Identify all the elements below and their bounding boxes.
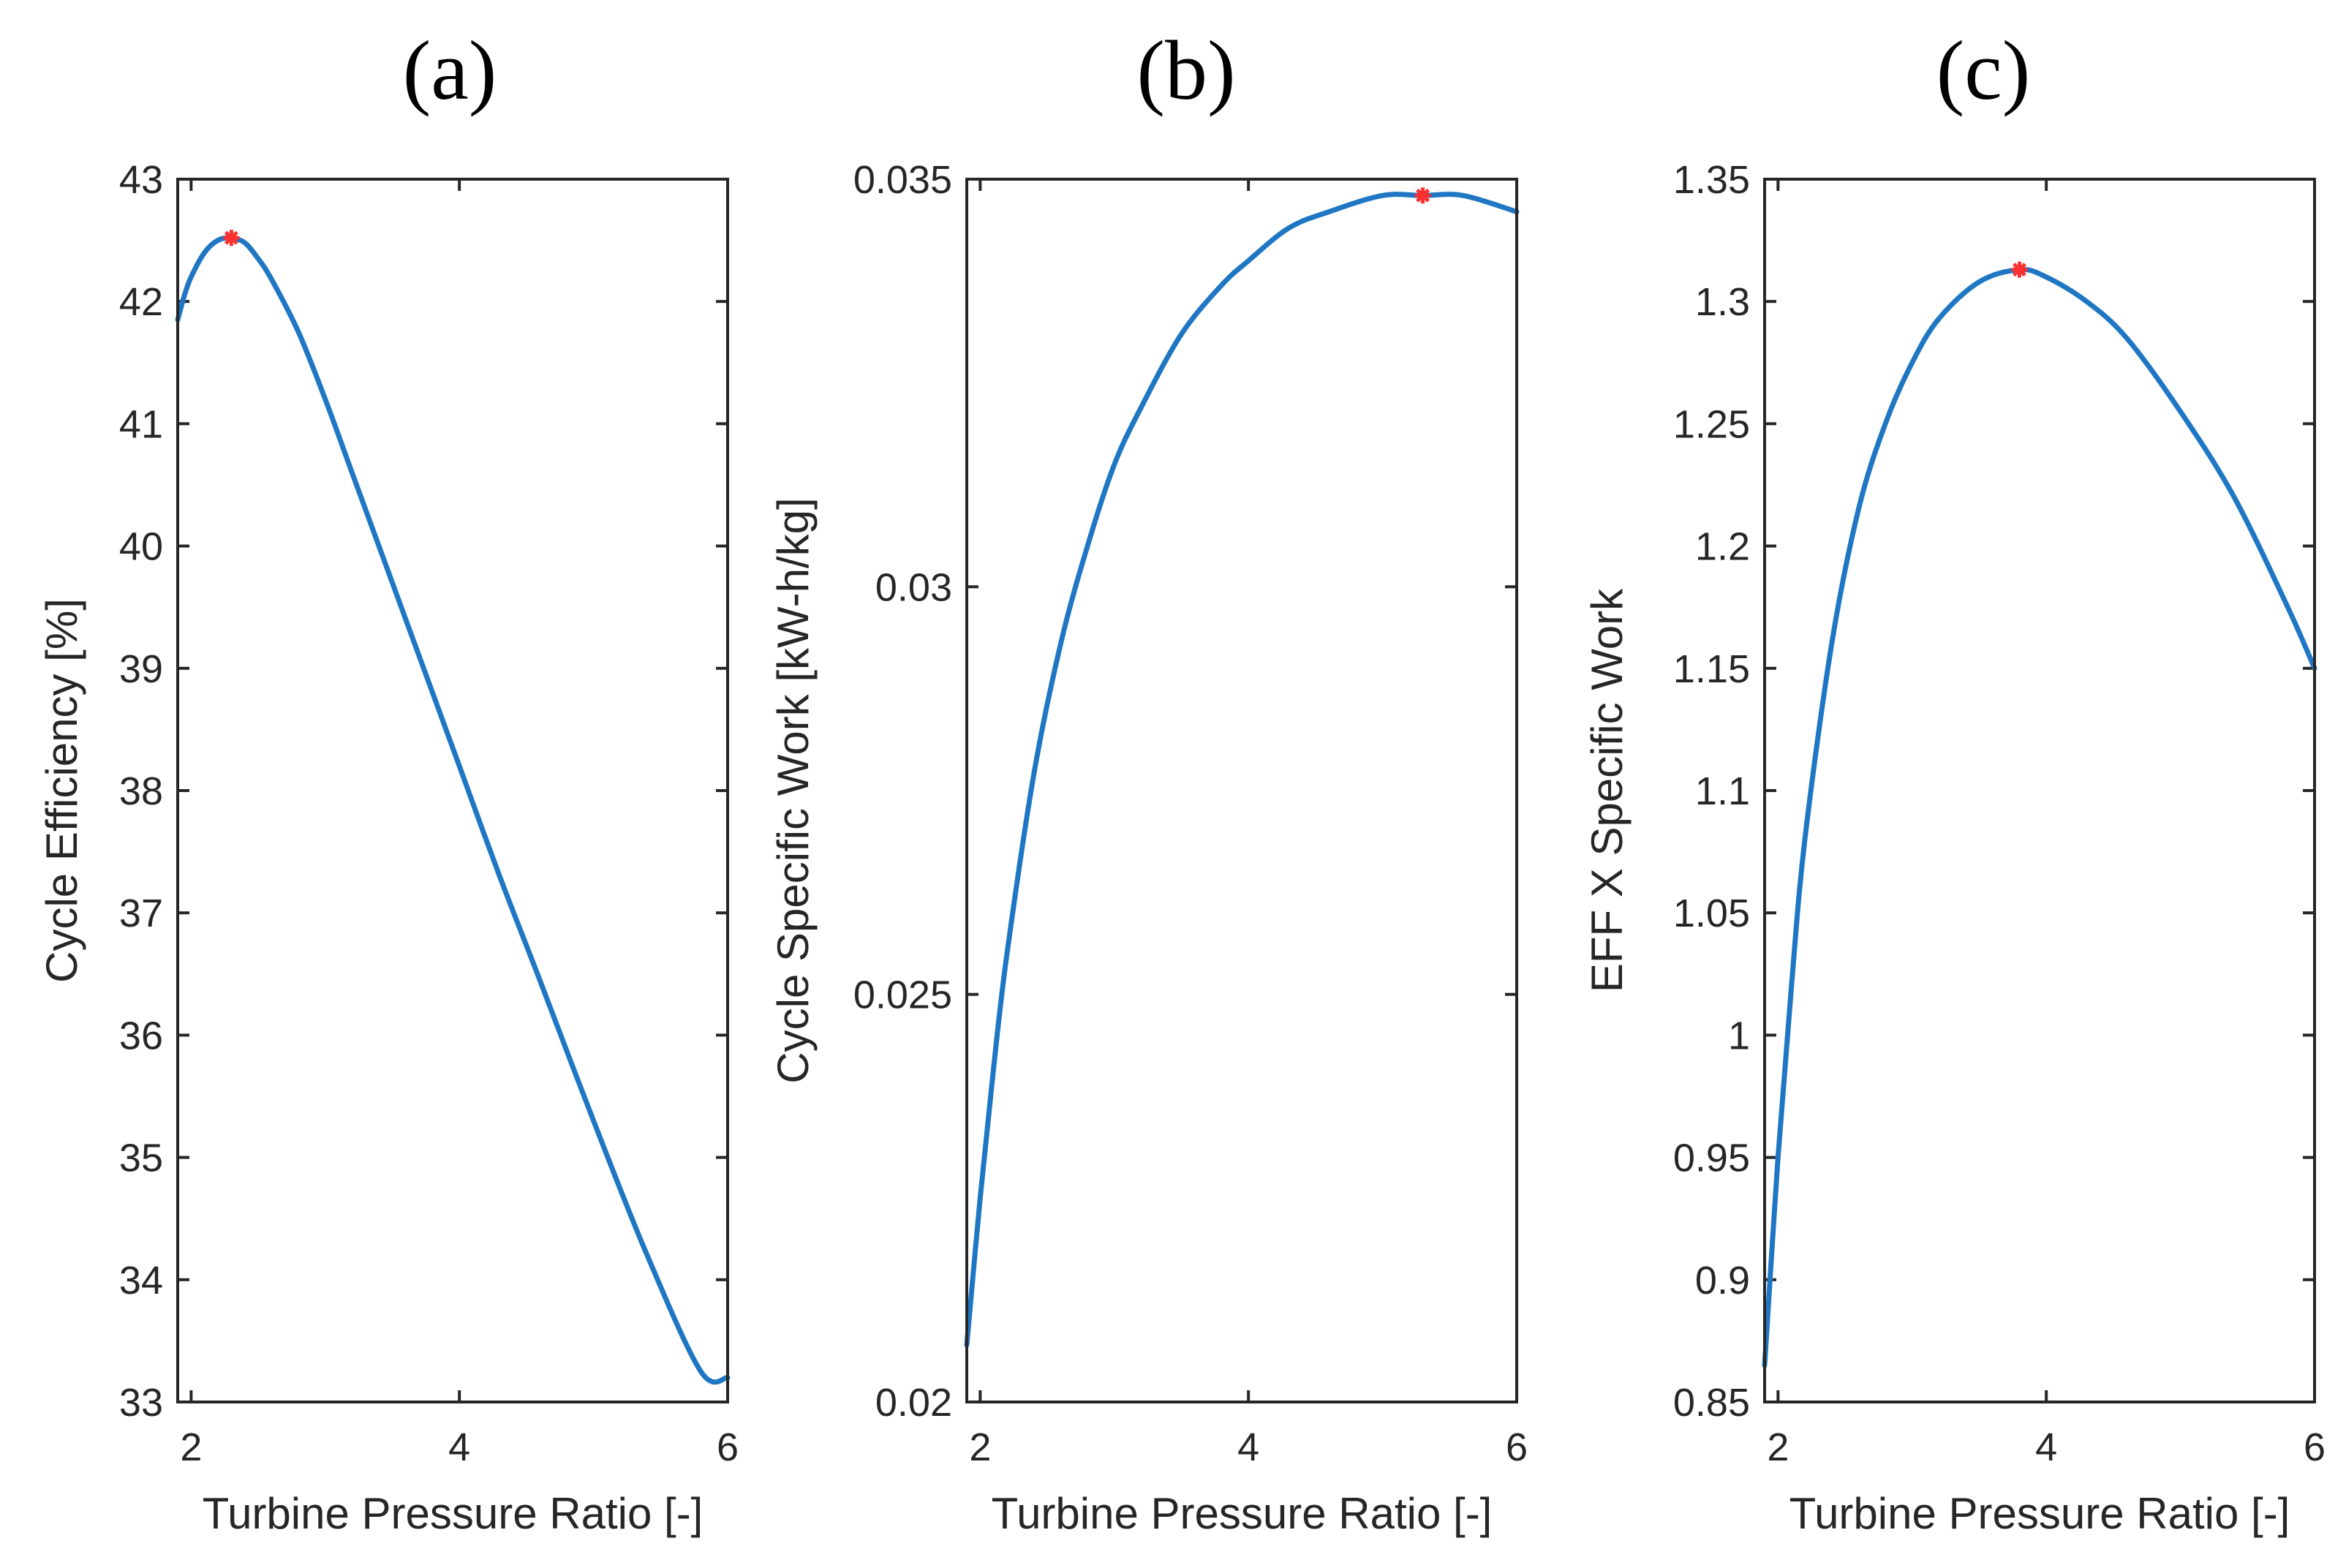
- panel-a-x-axis-label: Turbine Pressure Ratio [-]: [203, 1489, 704, 1538]
- panel-a-y-tick-label: 42: [119, 280, 163, 324]
- panel-a-y-tick-label: 38: [119, 769, 163, 813]
- panel-b-axes-frame: [965, 178, 1518, 1403]
- panel-c-y-tick-label: 1.1: [1695, 769, 1750, 813]
- panel-b-x-tick-label: 2: [969, 1425, 991, 1469]
- panel-b-y-tick-label: 0.03: [875, 565, 952, 609]
- panel-b-y-tick-label: 0.035: [853, 158, 952, 202]
- panel-c-optimum-marker: [2011, 261, 2028, 278]
- panel-c-y-tick-label: 1: [1728, 1014, 1750, 1058]
- panel-c-x-axis-label: Turbine Pressure Ratio [-]: [1789, 1489, 2290, 1538]
- panel-b-x-tick-labels: 2 4 6: [969, 1425, 1528, 1469]
- panel-b-series-line: [964, 192, 1520, 1348]
- panel-a-y-tick-label: 34: [119, 1259, 163, 1303]
- panel-a-x-tick-label: 6: [717, 1425, 739, 1469]
- panel-c-y-tick-label: 0.95: [1673, 1137, 1750, 1180]
- panel-a-y-tick-label: 35: [119, 1137, 163, 1180]
- panel-a-y-tick-label: 37: [119, 892, 163, 935]
- panel-b-optimum-stroke-3: [1416, 188, 1430, 203]
- panel-b-x-axis-label: Turbine Pressure Ratio [-]: [992, 1489, 1493, 1538]
- panel-a: (a) 33 34 35 36 37 38 39 40 41 42 43 2 4 6 Turbine P…: [37, 24, 739, 1538]
- panel-b-y-tick-label: 0.02: [875, 1381, 952, 1425]
- panel-b-y-tick-label: 0.025: [853, 973, 952, 1017]
- panel-c-ticks: [1765, 178, 2316, 1403]
- panel-a-optimum-stroke-3: [224, 230, 238, 245]
- panel-c: (c) 0.85 0.9 0.95 1 1.05 1.1 1.15 1.2 1.25 1.3 1.3…: [1583, 24, 2326, 1538]
- panel-b-title: (b): [1136, 24, 1235, 118]
- panel-c-title: (c): [1936, 24, 2031, 118]
- panel-b-x-tick-label: 4: [1237, 1425, 1259, 1469]
- panel-b-y-axis-label: Cycle Specific Work [kW-h/kg]: [769, 497, 818, 1083]
- panel-a-optimum-marker: [223, 230, 240, 246]
- panel-b-optimum-marker: [1414, 187, 1431, 204]
- panel-c-y-tick-label: 1.25: [1673, 402, 1750, 446]
- panel-c-x-tick-label: 6: [2304, 1425, 2326, 1469]
- panel-a-axes-frame: [176, 178, 729, 1403]
- panel-a-y-tick-label: 36: [119, 1014, 163, 1058]
- panel-c-y-tick-label: 0.85: [1673, 1381, 1750, 1425]
- panel-a-x-tick-labels: 2 4 6: [180, 1425, 739, 1469]
- panel-b: (b) 0.02 0.025 0.03 0.035 2 4 6 Turbine Press…: [769, 24, 1528, 1538]
- panel-a-title: (a): [403, 24, 497, 118]
- panel-a-y-tick-label: 40: [119, 525, 163, 569]
- panel-a-series-line: [175, 235, 731, 1385]
- panel-a-x-tick-label: 4: [448, 1425, 470, 1469]
- panel-c-x-tick-label: 2: [1767, 1425, 1789, 1469]
- panel-c-y-tick-label: 1.3: [1695, 280, 1750, 324]
- panel-c-axes-frame: [1763, 178, 2316, 1403]
- panel-c-y-tick-labels: 0.85 0.9 0.95 1 1.05 1.1 1.15 1.2 1.25 1.3 1.35: [1673, 158, 1750, 1425]
- panel-b-x-tick-label: 6: [1506, 1425, 1528, 1469]
- panel-a-y-axis-label: Cycle Efficiency [%]: [37, 598, 86, 983]
- panel-a-y-tick-labels: 33 34 35 36 37 38 39 40 41 42 43: [119, 158, 163, 1425]
- panel-a-y-tick-label: 43: [119, 158, 163, 202]
- panel-a-y-tick-label: 33: [119, 1381, 163, 1425]
- panel-a-y-tick-label: 39: [119, 647, 163, 691]
- panel-c-y-tick-label: 0.9: [1695, 1259, 1750, 1303]
- panel-c-y-tick-label: 1.15: [1673, 647, 1750, 691]
- panel-c-y-axis-label: EFF X Specific Work: [1583, 588, 1632, 992]
- panel-a-x-tick-label: 2: [180, 1425, 202, 1469]
- panel-c-y-tick-label: 1.2: [1695, 525, 1750, 569]
- panel-c-y-tick-label: 1.05: [1673, 892, 1750, 935]
- panel-b-y-tick-labels: 0.02 0.025 0.03 0.035: [853, 158, 952, 1425]
- panel-c-x-tick-label: 4: [2035, 1425, 2057, 1469]
- panel-c-y-tick-label: 1.35: [1673, 158, 1750, 202]
- panel-a-y-tick-label: 41: [119, 402, 163, 446]
- panel-c-optimum-stroke-3: [2013, 263, 2026, 277]
- panel-c-series-line: [1762, 267, 2317, 1368]
- panel-c-x-tick-labels: 2 4 6: [1767, 1425, 2326, 1469]
